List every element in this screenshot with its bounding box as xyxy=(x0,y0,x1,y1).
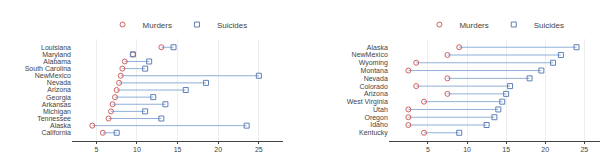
svg-text:Utah: Utah xyxy=(373,106,388,113)
svg-text:20: 20 xyxy=(541,146,549,153)
svg-text:Alaska: Alaska xyxy=(367,44,388,51)
svg-text:25: 25 xyxy=(580,146,588,153)
svg-text:15: 15 xyxy=(502,146,510,153)
svg-text:Louisiana: Louisiana xyxy=(41,44,71,51)
svg-text:Arkansas: Arkansas xyxy=(42,101,72,108)
svg-text:5: 5 xyxy=(94,146,98,153)
svg-text:Arizona: Arizona xyxy=(47,86,71,93)
svg-text:Idaho: Idaho xyxy=(370,121,388,128)
svg-text:Alabama: Alabama xyxy=(43,58,71,65)
svg-text:West Virginia: West Virginia xyxy=(347,98,388,106)
svg-text:Suicides: Suicides xyxy=(217,21,247,30)
svg-text:California: California xyxy=(41,129,71,136)
svg-text:Alaska: Alaska xyxy=(50,122,71,129)
svg-text:Oregon: Oregon xyxy=(364,114,387,122)
svg-text:Nevada: Nevada xyxy=(47,79,71,86)
svg-text:Montana: Montana xyxy=(361,67,388,74)
svg-text:Arizona: Arizona xyxy=(364,90,388,97)
svg-text:5: 5 xyxy=(426,146,430,153)
svg-text:10: 10 xyxy=(463,146,471,153)
svg-text:Michigan: Michigan xyxy=(43,108,71,116)
svg-text:25: 25 xyxy=(255,146,263,153)
svg-text:15: 15 xyxy=(174,146,182,153)
svg-text:Colorado: Colorado xyxy=(359,83,388,90)
svg-text:10: 10 xyxy=(133,146,141,153)
svg-text:Georgia: Georgia xyxy=(46,94,71,102)
svg-text:NewMexico: NewMexico xyxy=(35,72,71,79)
svg-text:Suicides: Suicides xyxy=(534,21,564,30)
svg-text:Nevada: Nevada xyxy=(364,75,388,82)
svg-text:Maryland: Maryland xyxy=(42,51,71,59)
svg-text:Kentucky: Kentucky xyxy=(359,129,388,137)
svg-text:Murders: Murders xyxy=(459,21,488,30)
svg-text:Wyoming: Wyoming xyxy=(359,59,388,67)
svg-text:20: 20 xyxy=(214,146,222,153)
svg-text:Tennessee: Tennessee xyxy=(37,115,71,122)
svg-text:South Carolina: South Carolina xyxy=(25,65,71,72)
svg-text:Murders: Murders xyxy=(143,21,172,30)
svg-text:NewMexico: NewMexico xyxy=(352,51,388,58)
